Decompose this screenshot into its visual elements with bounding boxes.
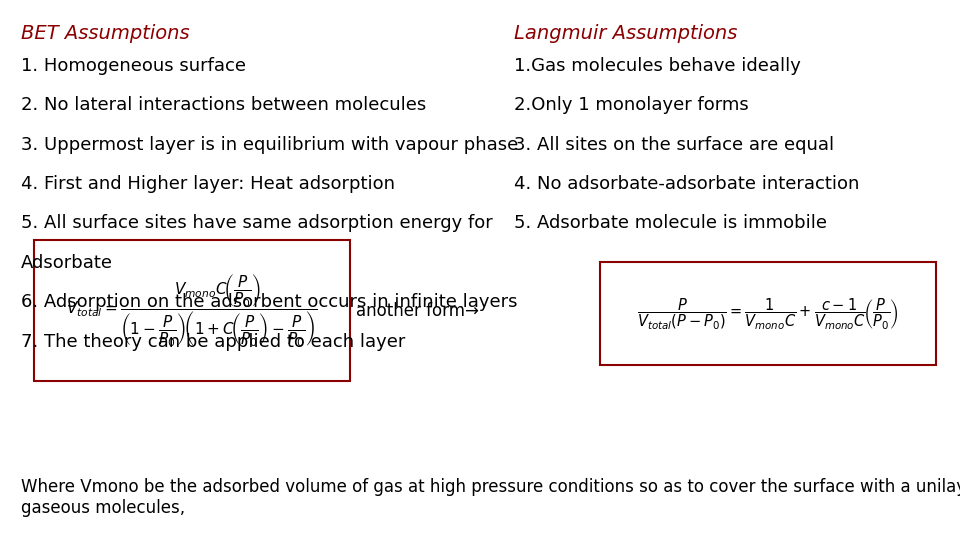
Text: 3. Uppermost layer is in equilibrium with vapour phase: 3. Uppermost layer is in equilibrium wit… — [21, 136, 518, 153]
Text: 2. No lateral interactions between molecules: 2. No lateral interactions between molec… — [21, 96, 426, 114]
Text: Langmuir Assumptions: Langmuir Assumptions — [514, 24, 737, 43]
Text: 5. All surface sites have same adsorption energy for: 5. All surface sites have same adsorptio… — [21, 214, 492, 232]
FancyBboxPatch shape — [600, 262, 936, 364]
FancyBboxPatch shape — [34, 240, 350, 381]
Text: 5. Adsorbate molecule is immobile: 5. Adsorbate molecule is immobile — [514, 214, 827, 232]
Text: 1. Homogeneous surface: 1. Homogeneous surface — [21, 57, 246, 75]
Text: 6. Adsorption on the adsorbent occurs in infinite layers: 6. Adsorption on the adsorbent occurs in… — [21, 293, 517, 311]
Text: another form→: another form→ — [356, 301, 479, 320]
Text: $V_{total} = \dfrac{V_{mono}C\!\left(\dfrac{P}{P_0}\right)}{\left(1-\dfrac{P}{P_: $V_{total} = \dfrac{V_{mono}C\!\left(\df… — [66, 272, 318, 349]
Text: 1.Gas molecules behave ideally: 1.Gas molecules behave ideally — [514, 57, 801, 75]
Text: BET Assumptions: BET Assumptions — [21, 24, 190, 43]
Text: Where Vmono be the adsorbed volume of gas at high pressure conditions so as to c: Where Vmono be the adsorbed volume of ga… — [21, 478, 960, 517]
Text: Adsorbate: Adsorbate — [21, 254, 113, 272]
Text: 4. No adsorbate-adsorbate interaction: 4. No adsorbate-adsorbate interaction — [514, 175, 859, 193]
Text: 4. First and Higher layer: Heat adsorption: 4. First and Higher layer: Heat adsorpti… — [21, 175, 396, 193]
Text: 2.Only 1 monolayer forms: 2.Only 1 monolayer forms — [514, 96, 749, 114]
Text: $\dfrac{P}{V_{total}(P-P_0)} = \dfrac{1}{V_{mono}C} + \dfrac{c-1}{V_{mono}C}\!\l: $\dfrac{P}{V_{total}(P-P_0)} = \dfrac{1}… — [637, 296, 899, 330]
Text: 7. The theory can be applied to each layer: 7. The theory can be applied to each lay… — [21, 333, 405, 350]
Text: 3. All sites on the surface are equal: 3. All sites on the surface are equal — [514, 136, 833, 153]
